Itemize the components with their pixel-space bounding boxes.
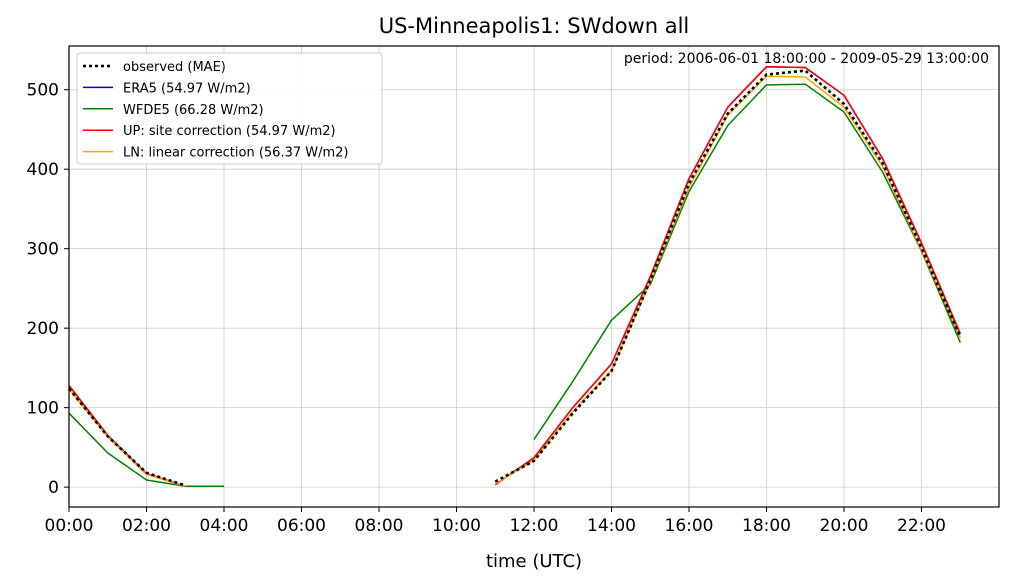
y-tick-label: 400: [27, 160, 59, 180]
period-annotation: period: 2006-06-01 18:00:00 - 2009-05-29…: [624, 51, 989, 67]
series-line: [533, 83, 961, 440]
series-1: [68, 83, 961, 488]
legend-label: WFDE5 (66.28 W/m2): [123, 103, 264, 118]
series-line: [494, 69, 962, 483]
chart-title: US-Minneapolis1: SWdown all: [379, 14, 690, 38]
series-line: [68, 412, 224, 488]
series-line: [494, 65, 961, 486]
x-tick-label: 00:00: [45, 516, 94, 536]
y-tick-label: 200: [27, 319, 59, 339]
x-tick-label: 12:00: [510, 516, 559, 536]
series-4: [67, 69, 962, 487]
y-tick-label: 500: [27, 81, 59, 101]
series-layer: [67, 65, 962, 488]
legend: observed (MAE) ERA5 (54.97 W/m2) WFDE5 (66…: [76, 52, 383, 165]
x-tick-label: 18:00: [742, 516, 791, 536]
x-tick-label: 08:00: [355, 516, 404, 536]
legend-label: UP: site correction (54.97 W/m2): [123, 124, 336, 139]
y-tick-label: 300: [27, 240, 59, 260]
y-axis: 0 100 200 300 400 500: [27, 81, 69, 498]
legend-label: ERA5 (54.97 W/m2): [123, 81, 251, 96]
x-tick-label: 10:00: [432, 516, 481, 536]
series-line: [67, 387, 186, 487]
x-tick-label: 20:00: [820, 516, 869, 536]
x-tick-label: 06:00: [277, 516, 326, 536]
x-tick-label: 16:00: [665, 516, 714, 536]
y-tick-label: 0: [48, 478, 59, 498]
legend-label: LN: linear correction (56.37 W/m2): [123, 146, 349, 161]
y-tick-label: 100: [27, 399, 59, 419]
x-axis: 00:00 02:00 04:00 06:00 08:00 10:00 12:00 14:00…: [45, 507, 946, 536]
x-tick-label: 02:00: [122, 516, 171, 536]
legend-box: [76, 52, 383, 165]
x-tick-label: 04:00: [200, 516, 249, 536]
x-tick-label: 22:00: [897, 516, 946, 536]
legend-label: observed (MAE): [123, 60, 226, 75]
x-axis-label: time (UTC): [486, 551, 582, 572]
x-tick-label: 14:00: [587, 516, 636, 536]
